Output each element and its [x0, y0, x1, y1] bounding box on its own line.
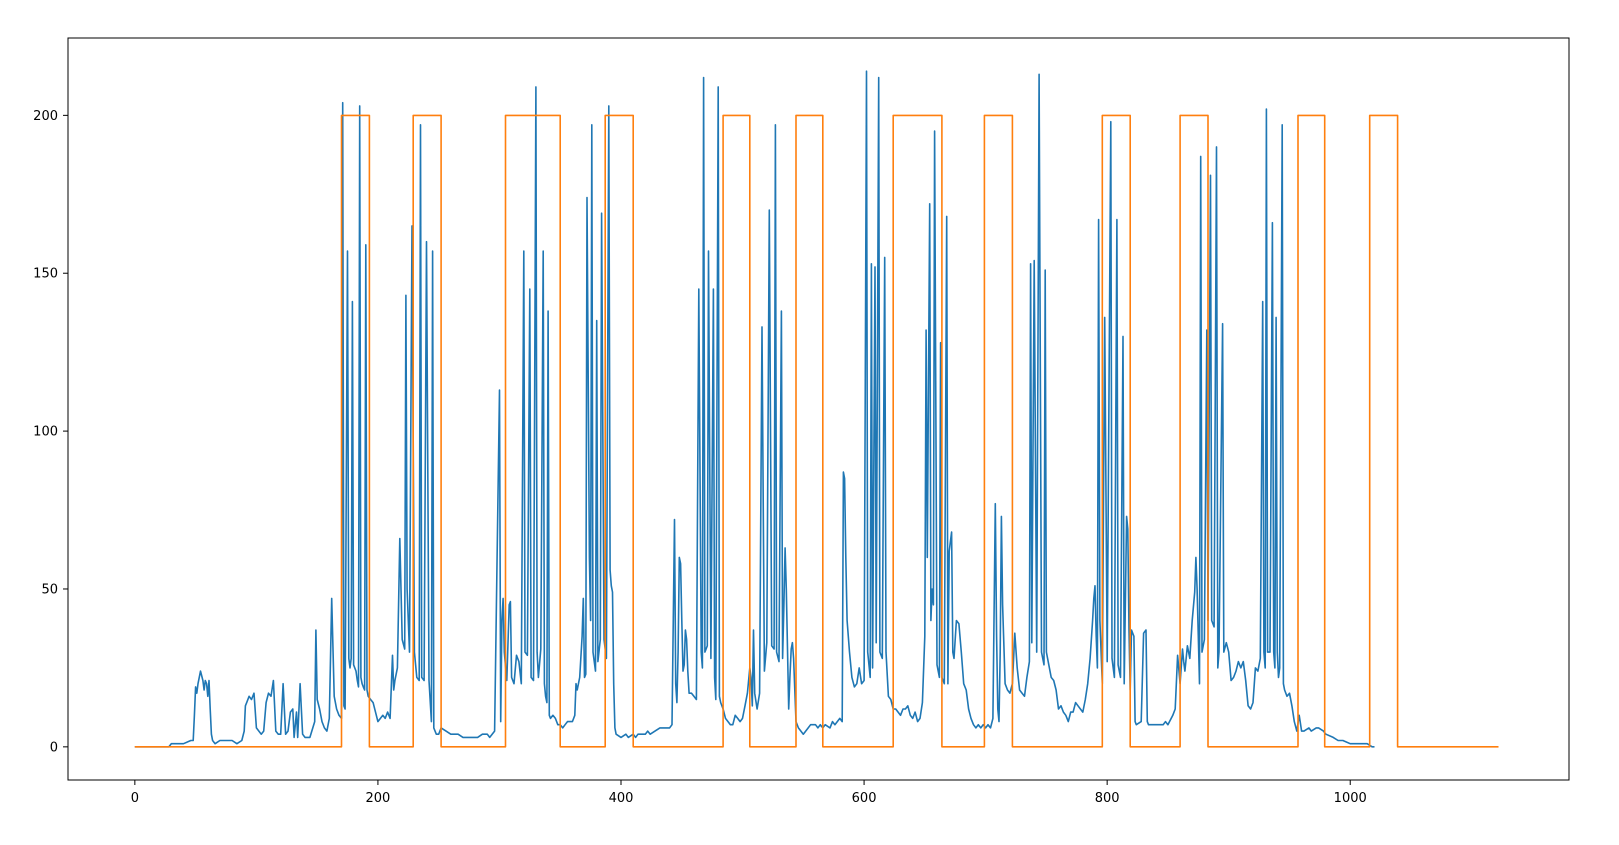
x-tick-label: 600: [852, 791, 877, 806]
x-tick-label: 800: [1095, 791, 1120, 806]
series-layer: [134, 70, 1499, 748]
x-tick-label: 400: [609, 791, 634, 806]
x-tick-label: 0: [131, 791, 139, 806]
plot-area: [68, 38, 1569, 780]
x-tick-label: 1000: [1334, 791, 1367, 806]
plot-frame: [67, 37, 1570, 781]
series-line-1: [134, 70, 1375, 748]
series-line-2: [134, 114, 1499, 748]
y-tick-label: 200: [33, 109, 58, 124]
y-tick-label: 50: [41, 582, 58, 597]
x-tick-label: 200: [366, 791, 391, 806]
y-axis: 0 50 100 150 200: [33, 109, 68, 755]
x-axis: 0 200 400 600 800 1000: [131, 780, 1367, 806]
y-tick-label: 0: [50, 740, 58, 755]
y-tick-label: 100: [33, 425, 58, 440]
y-tick-label: 150: [33, 267, 58, 282]
